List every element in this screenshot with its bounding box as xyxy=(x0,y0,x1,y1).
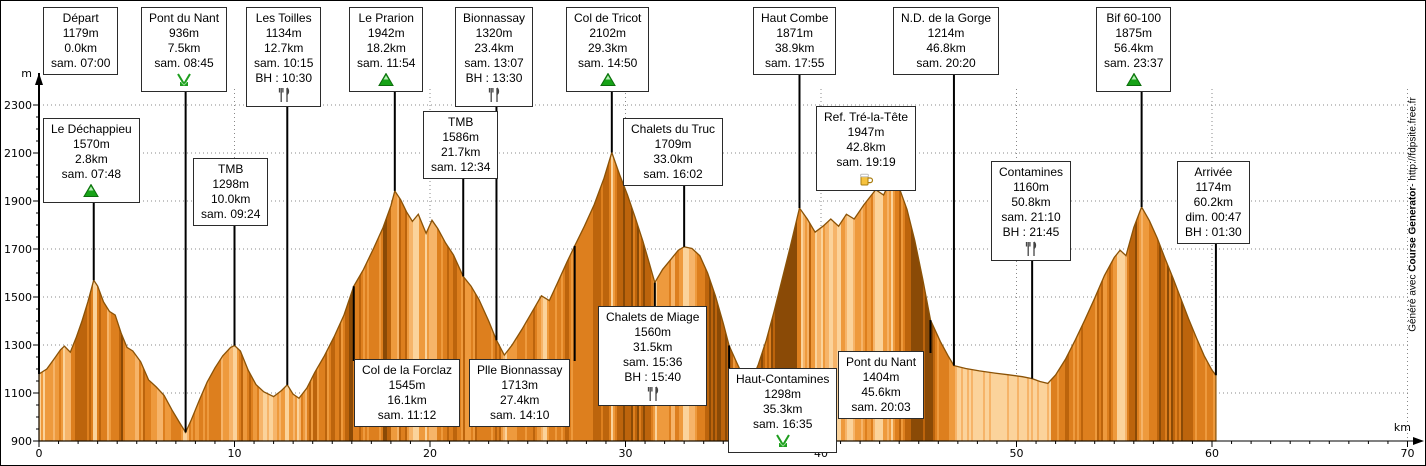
x-tick-label: 40 xyxy=(814,447,828,460)
x-tick-label: 30 xyxy=(619,447,633,460)
y-tick-label: 1900 xyxy=(4,195,32,208)
y-axis-unit-label: m xyxy=(21,67,32,80)
y-tick-label: 900 xyxy=(11,435,32,448)
x-tick-label: 50 xyxy=(1010,447,1024,460)
y-tick-label: 1500 xyxy=(4,291,32,304)
x-tick-label: 70 xyxy=(1401,447,1415,460)
x-axis-unit-label: km xyxy=(1394,421,1411,434)
x-tick-label: 0 xyxy=(36,447,43,460)
x-tick-label: 60 xyxy=(1205,447,1219,460)
x-tick-label: 20 xyxy=(423,447,437,460)
x-axis-arrow-icon xyxy=(1413,437,1424,445)
watermark-brand: Course Generator xyxy=(1407,186,1419,272)
elevation-area xyxy=(39,152,1216,441)
elevation-outline xyxy=(38,150,1217,442)
y-tick-label: 1100 xyxy=(4,387,32,400)
y-tick-label: 2300 xyxy=(4,99,32,112)
x-tick-label: 10 xyxy=(228,447,242,460)
y-tick-label: 1700 xyxy=(4,243,32,256)
watermark-prefix: Généré avec xyxy=(1407,271,1419,332)
watermark: Généré avec Course Generator- http://fdp… xyxy=(1408,65,1419,365)
y-tick-label: 1300 xyxy=(4,339,32,352)
y-tick-label: 2100 xyxy=(4,147,32,160)
watermark-suffix: - http://fdpsite.free.fr xyxy=(1407,97,1419,187)
